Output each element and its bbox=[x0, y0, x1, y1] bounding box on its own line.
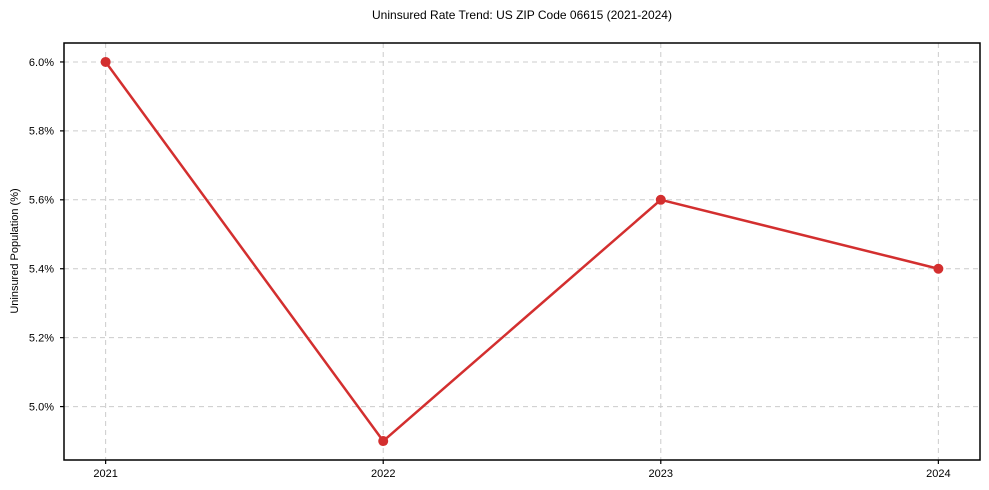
data-point-marker bbox=[933, 263, 944, 274]
y-tick-label: 5.8% bbox=[29, 126, 54, 138]
trend-line bbox=[104, 60, 940, 443]
data-point-marker bbox=[100, 56, 111, 67]
y-tick-label: 5.4% bbox=[29, 264, 54, 276]
x-tick-label: 2023 bbox=[649, 468, 673, 480]
y-tick-label: 5.0% bbox=[29, 401, 54, 413]
data-point-marker bbox=[378, 436, 389, 447]
x-tick-label: 2024 bbox=[926, 468, 950, 480]
data-point-marker bbox=[655, 194, 666, 205]
plot-frame bbox=[63, 42, 981, 461]
y-tick-label: 6.0% bbox=[29, 57, 54, 69]
y-tick-label: 5.6% bbox=[29, 195, 54, 207]
y-tick-label: 5.2% bbox=[29, 332, 54, 344]
chart-title: Uninsured Rate Trend: US ZIP Code 06615 … bbox=[372, 8, 672, 22]
x-tick-label: 2022 bbox=[371, 468, 395, 480]
x-tick-label: 2021 bbox=[93, 468, 117, 480]
